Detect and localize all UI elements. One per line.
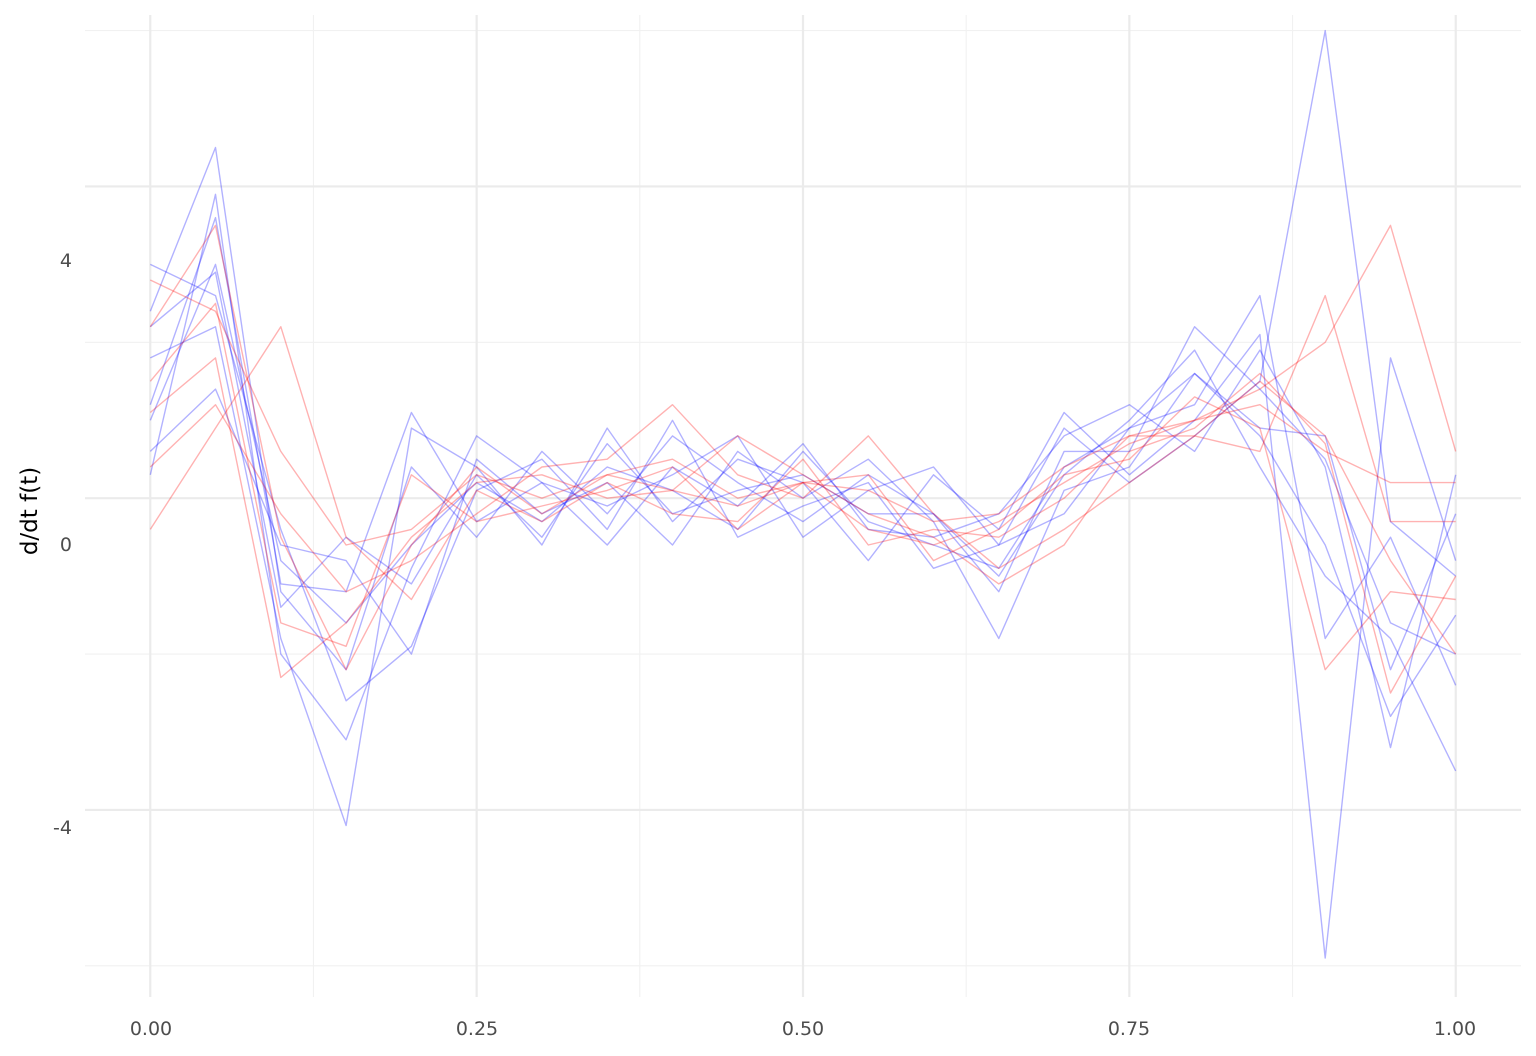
blue-series-line-6 [149,29,1457,593]
red-series-line-3 [149,380,1457,655]
blue-series-line-2 [149,326,1457,959]
blue-series-line-3 [149,193,1457,749]
x-tick-label-2: 0.50 [782,1018,824,1040]
x-tick-label-4: 1.00 [1434,1018,1476,1040]
blue-series-line-4 [149,263,1457,702]
y-tick-label-neg4: -4 [53,817,72,839]
red-series-line-0 [149,279,1456,546]
blue-series-line-7 [149,271,1457,772]
major-gridlines [85,15,1521,997]
blue-series-line-5 [149,372,1457,671]
red-series-line-4 [149,294,1456,601]
red-series-line-1 [149,224,1457,671]
blue-series-line-1 [149,146,1457,671]
red-series-line-2 [149,357,1457,694]
red-series-line-5 [149,302,1456,671]
x-tick-label-3: 0.75 [1108,1018,1150,1040]
x-tick-label-0: 0.00 [130,1018,172,1040]
x-tick-label-1: 0.25 [456,1018,498,1040]
blue-series-line-0 [149,263,1457,718]
y-axis-title: d/dt f(t) [17,467,43,555]
y-tick-label-4: 4 [60,250,72,272]
y-tick-label-0: 0 [60,534,72,556]
series-lines [149,29,1457,959]
